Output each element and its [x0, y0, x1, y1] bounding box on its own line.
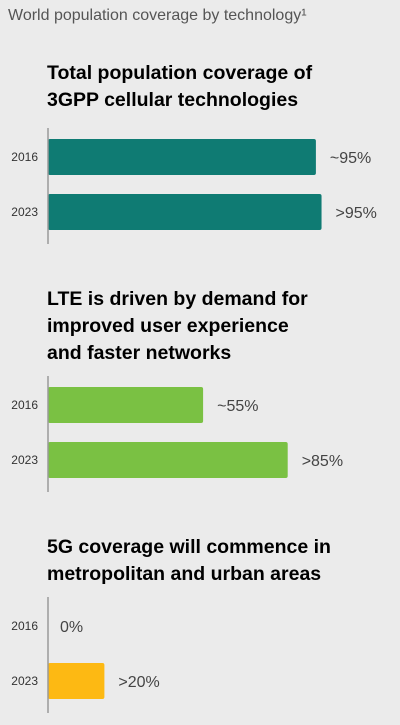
bar [48, 442, 288, 478]
chart-3gpp: 2016 ~95% 2023 >95% [11, 128, 377, 244]
value-label: >20% [118, 674, 159, 691]
chart-lte: 2016 ~55% 2023 >85% [11, 376, 343, 492]
year-label: 2023 [11, 205, 38, 219]
section-title-line: metropolitan and urban areas [47, 563, 322, 585]
year-label: 2016 [11, 619, 38, 633]
bar [48, 387, 204, 423]
value-label: >95% [336, 205, 377, 222]
section-title-line: improved user experience [47, 315, 289, 337]
bar [48, 194, 322, 230]
value-label: >85% [302, 453, 343, 470]
section-title-line: LTE is driven by demand for [47, 288, 308, 310]
bar [48, 663, 105, 699]
year-label: 2016 [11, 150, 38, 164]
year-label: 2023 [11, 674, 38, 688]
year-label: 2016 [11, 398, 38, 412]
section-title-line: and faster networks [47, 342, 232, 364]
section-title-line: 5G coverage will commence in [47, 536, 331, 558]
value-label: 0% [60, 619, 83, 636]
section-title-line: Total population coverage of [47, 62, 313, 84]
year-label: 2023 [11, 453, 38, 467]
value-label: ~55% [217, 398, 258, 415]
section-title-lte: LTE is driven by demand for improved use… [47, 286, 392, 367]
bar [48, 139, 316, 175]
chart-5g: 2016 0% 2023 >20% [11, 597, 160, 713]
value-label: ~95% [330, 150, 371, 167]
section-title-line: 3GPP cellular technologies [47, 89, 299, 111]
section-title-5g: 5G coverage will commence in metropolita… [47, 534, 392, 588]
section-title-3gpp: Total population coverage of 3GPP cellul… [47, 60, 392, 114]
main-title: World population coverage by technology¹ [8, 7, 307, 24]
